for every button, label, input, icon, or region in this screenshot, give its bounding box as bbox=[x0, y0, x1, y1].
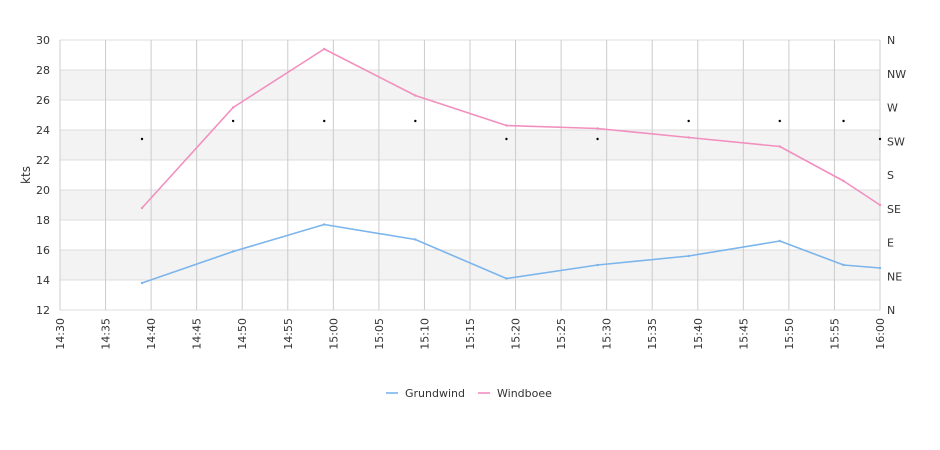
series-lines bbox=[140, 47, 882, 285]
data-point bbox=[878, 203, 882, 207]
y2-tick-label: N bbox=[887, 304, 895, 317]
legend-label: Grundwind bbox=[405, 387, 465, 400]
direction-marker bbox=[505, 137, 508, 141]
y-tick-label: 20 bbox=[36, 184, 50, 197]
y-tick-label: 14 bbox=[36, 274, 50, 287]
x-tick-label: 15:25 bbox=[555, 318, 568, 350]
direction-marker bbox=[231, 119, 235, 123]
x-tick-label: 14:35 bbox=[100, 318, 113, 350]
y2-tick-label: S bbox=[887, 169, 894, 182]
data-point bbox=[505, 277, 508, 280]
y2-tick-label: SE bbox=[887, 203, 901, 216]
x-tick-label: 15:50 bbox=[783, 318, 796, 350]
x-tick-label: 15:00 bbox=[327, 318, 340, 350]
legend-item-grundwind[interactable]: Grundwind bbox=[386, 387, 465, 400]
x-tick-label: 15:10 bbox=[418, 318, 431, 350]
data-point bbox=[140, 281, 144, 285]
direction-marker bbox=[596, 137, 599, 141]
series-line-grundwind bbox=[141, 223, 881, 284]
x-tick-label: 15:55 bbox=[828, 318, 841, 350]
y-axis-right: N NE E SE S SW W NW N bbox=[887, 34, 906, 317]
y-tick-label: 26 bbox=[36, 94, 50, 107]
y-tick-label: 30 bbox=[36, 34, 50, 47]
data-point bbox=[414, 94, 417, 97]
data-point bbox=[687, 254, 690, 258]
y-tick-label: 16 bbox=[36, 244, 50, 257]
x-tick-label: 14:55 bbox=[282, 318, 295, 350]
data-point bbox=[687, 136, 690, 139]
x-tick-label: 14:30 bbox=[54, 318, 67, 350]
y2-tick-label: E bbox=[887, 237, 894, 250]
y-tick-label: 18 bbox=[36, 214, 50, 227]
data-point bbox=[842, 179, 845, 183]
data-point bbox=[842, 263, 845, 267]
y2-tick-label: N bbox=[887, 34, 895, 47]
grid-lines bbox=[59, 39, 881, 311]
x-tick-label: 15:30 bbox=[601, 318, 614, 350]
direction-marker bbox=[140, 137, 144, 141]
data-point bbox=[878, 266, 882, 270]
y2-tick-label: SW bbox=[887, 135, 905, 148]
y-tick-label: 24 bbox=[36, 124, 50, 137]
legend-item-windboee[interactable]: Windboee bbox=[478, 387, 552, 400]
y2-tick-label: NW bbox=[887, 68, 906, 81]
series-line-windboee bbox=[141, 48, 881, 209]
direction-marker bbox=[878, 137, 882, 141]
data-point bbox=[231, 106, 235, 109]
data-point bbox=[414, 238, 417, 241]
x-tick-label: 14:45 bbox=[191, 318, 204, 350]
data-point bbox=[323, 223, 326, 226]
x-tick-label: 15:35 bbox=[646, 318, 659, 350]
data-point bbox=[231, 250, 235, 253]
direction-marker bbox=[323, 119, 326, 123]
data-point bbox=[596, 127, 599, 130]
data-point bbox=[778, 239, 781, 243]
x-tick-label: 15:40 bbox=[692, 318, 705, 350]
y-tick-label: 12 bbox=[36, 304, 50, 317]
data-point bbox=[778, 145, 781, 148]
direction-marker bbox=[778, 119, 781, 123]
x-tick-label: 15:15 bbox=[464, 318, 477, 350]
x-axis: 14:30 14:35 14:40 14:45 14:50 14:55 15:00 15:05… bbox=[54, 318, 887, 350]
direction-markers bbox=[140, 119, 882, 141]
y-axis-left: 12 14 16 18 20 22 24 26 28 30 bbox=[36, 34, 50, 317]
data-point bbox=[323, 47, 326, 51]
x-tick-label: 15:05 bbox=[373, 318, 386, 350]
legend-label: Windboee bbox=[497, 387, 552, 400]
legend[interactable]: Grundwind Windboee bbox=[386, 387, 552, 400]
x-tick-label: 15:45 bbox=[737, 318, 750, 350]
y-tick-label: 22 bbox=[36, 154, 50, 167]
y2-tick-label: W bbox=[887, 102, 898, 115]
direction-marker bbox=[687, 119, 690, 123]
x-tick-label: 14:40 bbox=[145, 318, 158, 350]
y-axis-title: kts bbox=[19, 166, 33, 184]
x-tick-label: 14:50 bbox=[236, 318, 249, 350]
x-tick-label: 15:20 bbox=[510, 318, 523, 350]
data-point bbox=[505, 124, 508, 127]
y2-tick-label: NE bbox=[887, 270, 902, 283]
data-point bbox=[140, 206, 144, 210]
direction-marker bbox=[842, 119, 845, 123]
x-tick-label: 16:00 bbox=[874, 318, 887, 350]
direction-marker bbox=[414, 119, 417, 123]
data-point bbox=[596, 263, 599, 267]
y-tick-label: 28 bbox=[36, 64, 50, 77]
